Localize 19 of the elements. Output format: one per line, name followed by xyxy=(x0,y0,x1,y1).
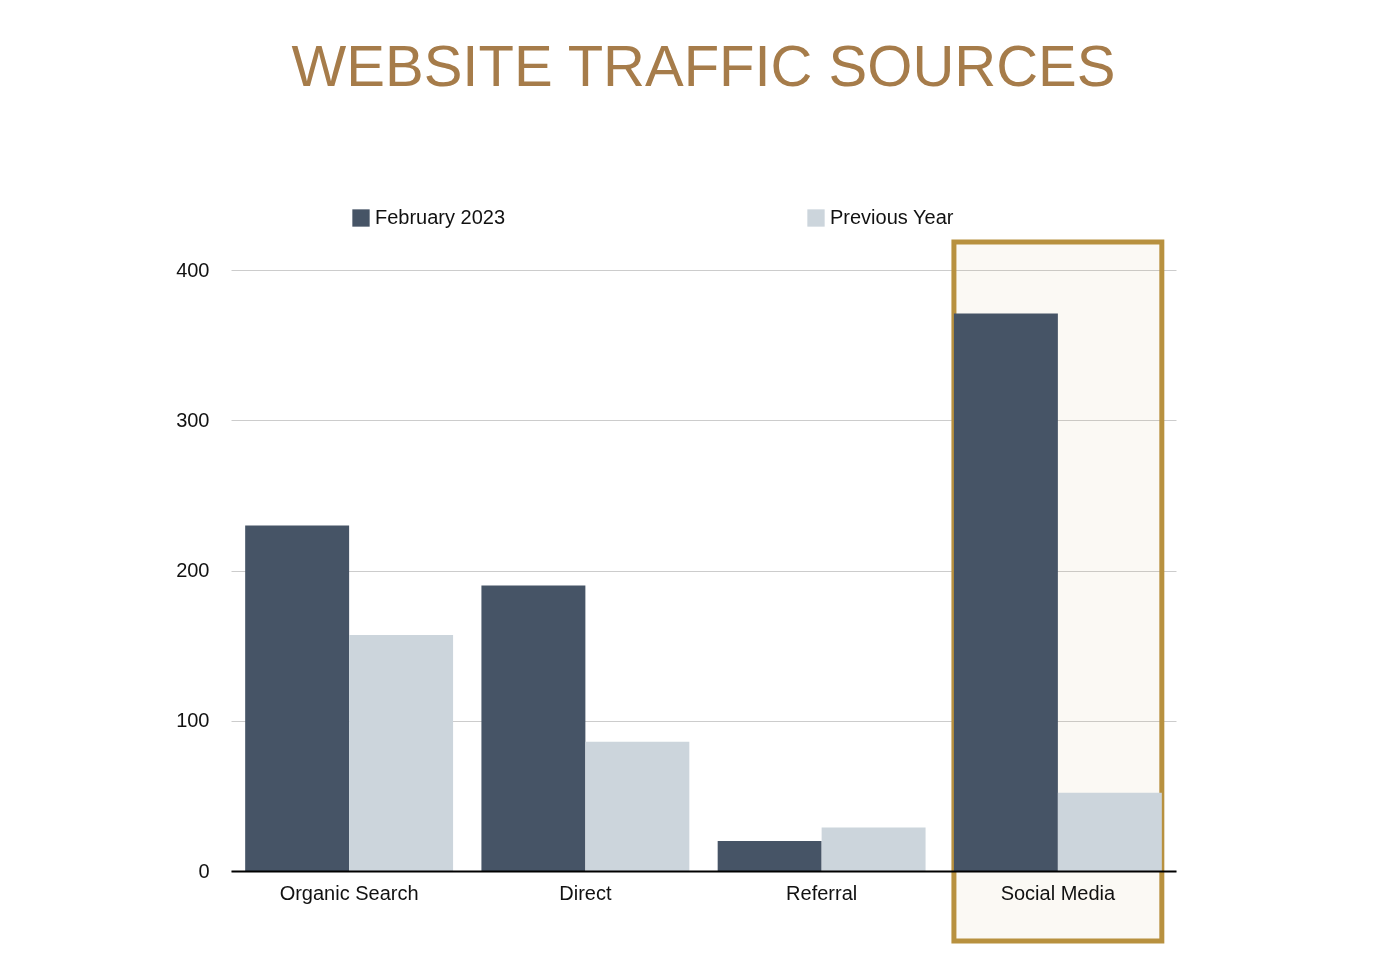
x-tick-label: Social Media xyxy=(1000,881,1116,904)
bar xyxy=(349,635,454,871)
legend-label: February 2023 xyxy=(375,206,506,228)
y-tick-label: 400 xyxy=(176,258,210,281)
y-tick-label: 0 xyxy=(198,859,210,882)
bar xyxy=(1057,792,1162,871)
x-tick-label: Referral xyxy=(786,881,858,904)
y-tick-label: 300 xyxy=(176,408,210,431)
bar xyxy=(481,585,586,871)
bar xyxy=(821,827,926,871)
bar xyxy=(717,840,822,871)
y-tick-label: 200 xyxy=(176,559,210,581)
bar xyxy=(245,525,350,871)
chart-title: WEBSITE TRAFFIC SOURCES xyxy=(291,33,1116,98)
y-tick-label: 100 xyxy=(176,709,210,732)
x-tick-label: Organic Search xyxy=(279,881,419,904)
bar xyxy=(585,741,690,871)
x-tick-label: Direct xyxy=(559,881,612,904)
legend-label: Previous Year xyxy=(830,206,954,228)
